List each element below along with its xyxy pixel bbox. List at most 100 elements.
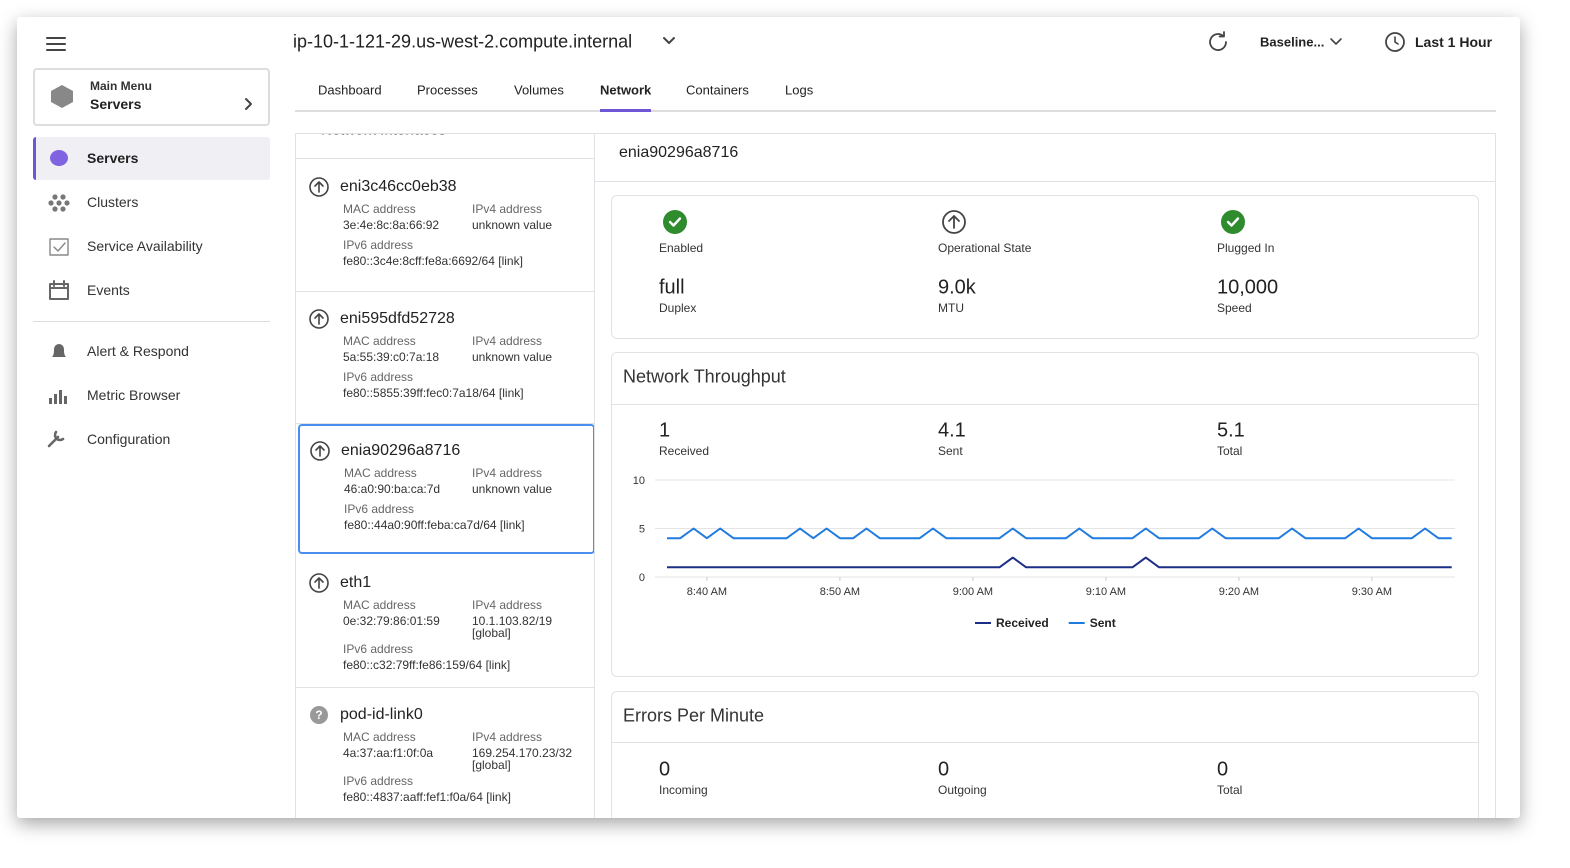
sidebar-item[interactable]: Clusters [87,194,139,210]
chevron [1330,38,1342,45]
chevron [663,37,675,44]
label: IPv4 address [472,202,543,216]
tab-underline [600,109,651,112]
stat-label: Duplex [659,301,697,315]
card-title: Network Throughput [623,366,786,387]
interfaces-panel: Network Interfaces eni3c46cc0eb38 MAC addr… [295,133,595,818]
separator [595,181,1496,182]
interface-name: eth1 [340,574,372,591]
label: MAC address [344,466,417,480]
metric-icon [54,394,57,404]
tab-rule [295,110,1496,112]
label: IPv4 address [472,334,543,348]
label: MAC address [343,730,416,744]
menu-label: Main Menu [90,79,152,93]
stat-value: 0 [938,758,950,781]
clusters-icon [52,206,58,212]
stat-label: Total [1217,444,1243,458]
sidebar-item[interactable]: Metric Browser [87,387,181,403]
detail-title: enia90296a8716 [619,144,739,161]
sidebar-item[interactable]: Configuration [87,431,171,447]
window: ip-10-1-121-29.us-west-2.compute.interna… [17,17,1520,818]
baseline-select[interactable]: Baseline... [1260,34,1325,50]
label: IPv6 address [343,370,414,384]
state-label: Plugged In [1217,241,1275,255]
clusters-icon [60,206,66,212]
menu-icon [46,37,66,51]
stat-value: 0 [659,758,671,781]
sidebar-item[interactable]: Servers [87,150,139,166]
tab[interactable]: Containers [686,82,749,98]
tab[interactable]: Dashboard [318,82,382,98]
main-menu [33,68,270,126]
separator [296,423,594,424]
selected-interface [298,424,594,554]
ipv6-value: fe80::5855:39ff:fec0:7a18/64 [link] [343,386,524,400]
stat-label: Speed [1217,301,1252,315]
sidebar-item[interactable]: Service Availability [87,238,203,254]
label: MAC address [343,598,416,612]
metric-icon [49,398,52,404]
tab[interactable]: Volumes [514,82,564,98]
label: IPv6 address [343,642,414,656]
clusters-icon [64,200,70,206]
separator [296,158,594,159]
events-icon [49,280,69,300]
ipv4-value: 10.1.103.82/19 [global] [472,614,553,640]
status-card [611,195,1479,339]
stat-label: Sent [938,444,963,458]
separator [611,404,1479,405]
ipv4-value: unknown value [472,350,553,364]
card-title: Errors Per Minute [623,705,765,726]
label: IPv6 address [343,774,414,788]
errors-card [611,691,1479,818]
host-title[interactable]: ip-10-1-121-29.us-west-2.compute.interna… [293,31,633,52]
stat-label: Outgoing [938,783,987,797]
mac-value: 5a:55:39:c0:7a:18 [343,350,440,364]
metric-icon [64,396,67,404]
clusters-icon [48,200,54,206]
mac-value: 0e:32:79:86:01:59 [343,614,440,628]
tab[interactable]: Logs [785,82,814,98]
clock-icon [1385,32,1405,52]
separator [33,321,270,322]
menu-title: Servers [90,96,142,112]
mac-value: 3e:4e:8c:8a:66:92 [343,218,440,232]
interface-name: eni595dfd52728 [340,310,455,327]
tab[interactable]: Network [600,82,652,98]
time-range[interactable]: Last 1 Hour [1415,34,1493,50]
active-item [33,137,270,180]
clock-hands [1394,36,1399,45]
tab[interactable]: Processes [417,82,478,98]
stat-value: 4.1 [938,419,966,442]
sidebar-item[interactable]: Alert & Respond [87,343,189,359]
stat-value: 0 [1217,758,1229,781]
label: IPv4 address [472,598,543,612]
clusters-icon [52,194,58,200]
ipv6-value: fe80::c32:79ff:fe86:159/64 [link] [343,658,511,672]
separator [296,291,594,292]
stat-label: Received [659,444,710,458]
stat-value: full [659,276,685,299]
stat-value: 9.0k [938,276,976,299]
ipv4-value: unknown value [472,218,553,232]
stat-label: Total [1217,783,1243,797]
availability-icon [49,238,69,256]
ipv6-value: fe80::3c4e:8cff:fe8a:6692/64 [link] [343,254,523,268]
mac-value: 4a:37:aa:f1:0f:0a [343,746,434,760]
label: IPv6 address [343,238,414,252]
interface-name: pod-id-link0 [340,706,423,723]
ipv6-value: fe80::44a0:90ff:feba:ca7d/64 [link] [344,518,525,532]
metric-icon [59,390,62,404]
stat-label: Incoming [659,783,708,797]
throughput-card [611,352,1479,677]
label: IPv4 address [472,466,543,480]
label: IPv6 address [344,502,415,516]
sidebar-item[interactable]: Events [87,282,130,298]
state-label: Operational State [938,241,1032,255]
ipv4-value: 169.254.170.23/32 [global] [472,746,573,772]
label: MAC address [343,202,416,216]
label: IPv4 address [472,730,543,744]
panel-title: Network Interfaces [321,134,446,139]
